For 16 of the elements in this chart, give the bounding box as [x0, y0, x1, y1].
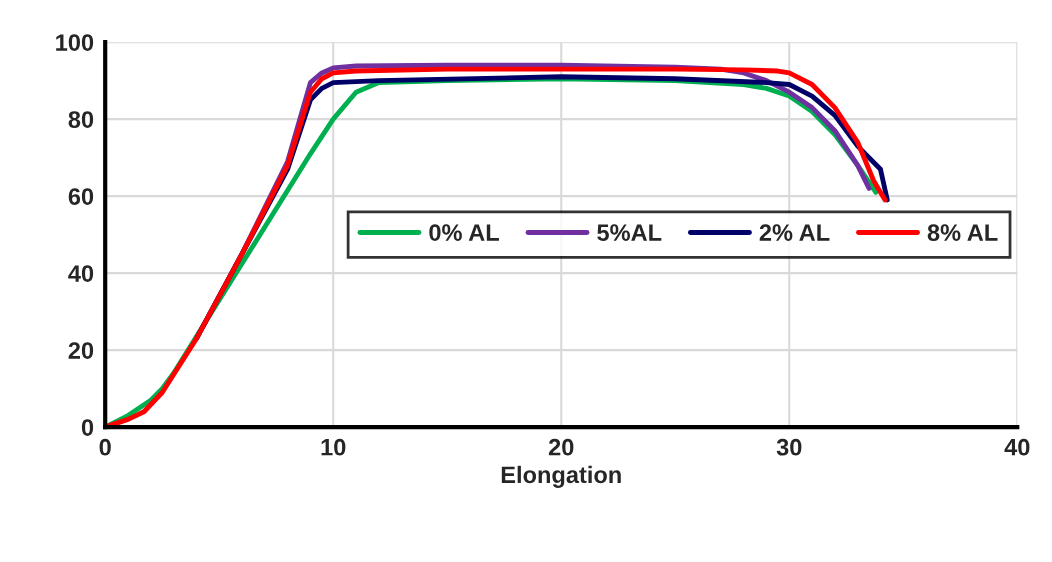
y-tick-label: 40: [68, 265, 94, 282]
x-tick-label: 30: [776, 438, 802, 456]
x-tick-label: 20: [548, 438, 574, 456]
x-tick-label: 40: [1004, 438, 1030, 456]
x-axis-title: Elongation: [501, 465, 621, 488]
legend-label: 5%AL: [597, 224, 662, 241]
legend-label: 2% AL: [759, 224, 830, 241]
legend-label: 0% AL: [429, 224, 499, 241]
legend-label: 8% AL: [927, 224, 998, 241]
y-tick-label: 0: [81, 419, 94, 436]
x-tick-label: 10: [321, 438, 346, 456]
x-tick-label: 0: [99, 438, 111, 456]
y-tick-label: 20: [68, 342, 94, 359]
y-tick-label: 80: [68, 111, 94, 128]
y-tick-label: 60: [68, 188, 94, 205]
y-tick-label: 100: [56, 34, 94, 51]
